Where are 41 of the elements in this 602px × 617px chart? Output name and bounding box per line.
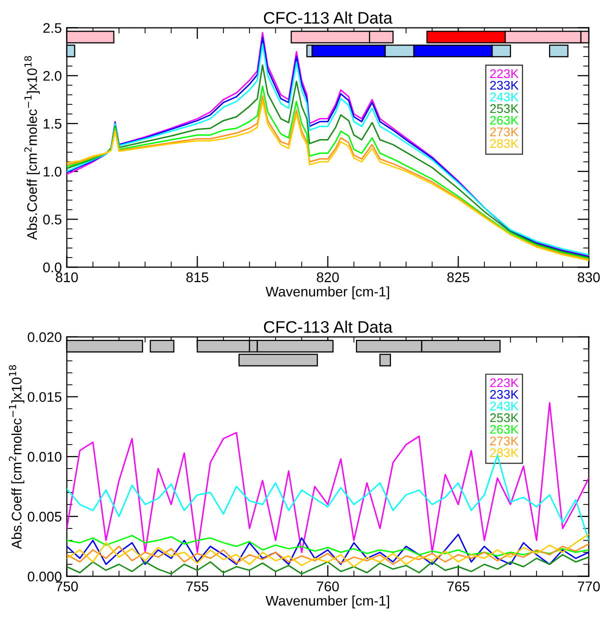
y-tick-label: 1.5 (44, 119, 62, 129)
x-tick-label: 830 (578, 272, 600, 282)
text: 283K (490, 139, 519, 148)
text: 263K (490, 116, 519, 125)
x-tick-label: 770 (578, 582, 600, 592)
text: 223K (490, 378, 519, 388)
y-tick-label: 0.020 (28, 332, 62, 342)
x-axis-title: Wavenumber [cm-1] (266, 286, 390, 300)
y-axis-title: Abs.Coeff [cm$^{2}$molec$^{−1}$]x10$^{18}$ (8, 365, 24, 550)
x-tick-label: 820 (316, 272, 339, 282)
text: 253K (490, 413, 519, 422)
text: 233K (490, 390, 519, 399)
chart-title: CFC-113 Alt Data (264, 320, 392, 333)
text: 223K (490, 69, 519, 78)
text: 263K (490, 424, 519, 434)
text: 243K (490, 402, 519, 410)
text: 243K (490, 92, 519, 102)
x-tick-label: 815 (186, 272, 208, 282)
x-axis-title: Wavenumber [cm-1] (266, 595, 390, 608)
x-tick-label: 765 (447, 582, 470, 592)
x-tick-label: 810 (56, 272, 78, 282)
x-tick-label: 750 (56, 582, 78, 592)
x-tick-label: 760 (316, 582, 339, 592)
y-tick-label: 1.0 (44, 166, 62, 177)
text: 253K (490, 104, 519, 114)
text: 283K (490, 448, 519, 458)
y-tick-label: 0.015 (28, 392, 62, 402)
x-tick-label: 825 (447, 272, 470, 282)
y-tick-label: 0.000 (28, 572, 62, 582)
y-tick-label: 0.0 (43, 262, 62, 272)
y-axis-title: Abs.Coeff [cm$^{2}$molec$^{−1}$]x10$^{18}$ (24, 56, 40, 240)
y-tick-label: 2.5 (43, 23, 62, 33)
text: 233K (490, 80, 519, 90)
y-tick-label: 0.005 (28, 512, 62, 522)
chart-title: CFC-113 Alt Data (264, 12, 392, 24)
y-tick-label: 0.010 (28, 452, 62, 462)
y-tick-label: 0.5 (43, 214, 62, 224)
x-tick-label: 755 (186, 582, 208, 592)
text: 273K (490, 436, 519, 446)
y-tick-label: 2.0 (43, 70, 62, 81)
text: 273K (490, 127, 519, 136)
